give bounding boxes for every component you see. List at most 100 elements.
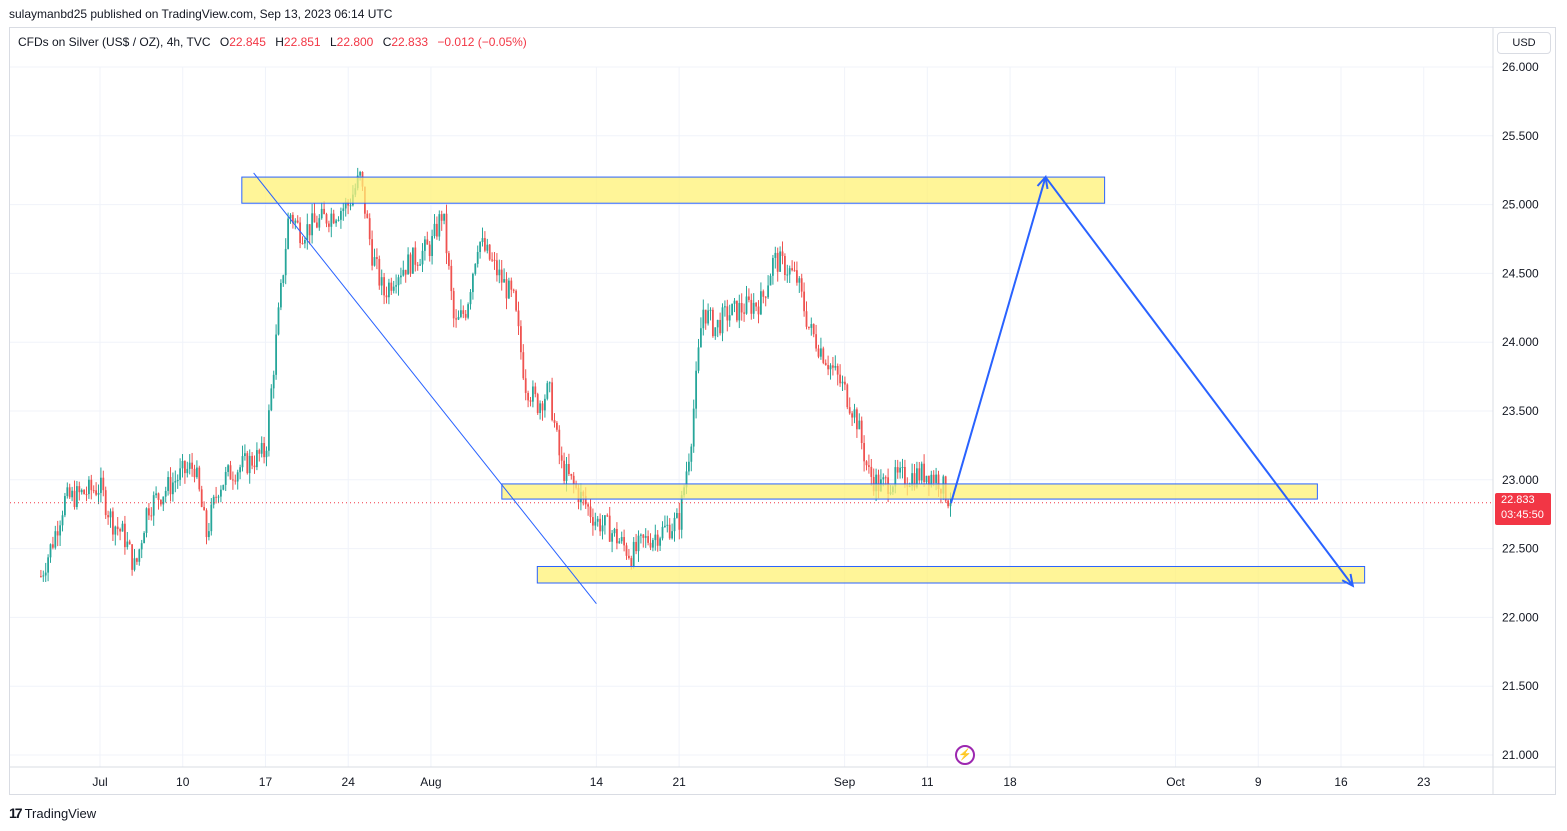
y-tick-label: 22.500 bbox=[1502, 542, 1539, 556]
candle-body bbox=[378, 258, 381, 286]
candle-body bbox=[268, 410, 270, 451]
candle-body bbox=[913, 473, 916, 488]
candle-body bbox=[692, 408, 695, 447]
candle-body bbox=[632, 541, 635, 567]
candle-body bbox=[251, 455, 254, 466]
candle-body bbox=[565, 464, 568, 481]
candle-body bbox=[455, 318, 458, 320]
candle-body bbox=[748, 296, 750, 300]
candle-body bbox=[714, 327, 717, 337]
candle-body bbox=[536, 394, 539, 413]
candle-body bbox=[690, 446, 693, 462]
candle-body bbox=[287, 218, 290, 249]
candle-body bbox=[844, 381, 846, 385]
close-value: 22.833 bbox=[391, 35, 429, 49]
candle-body bbox=[205, 510, 208, 538]
candle-body bbox=[342, 208, 345, 212]
candle-body bbox=[858, 420, 861, 430]
candle-body bbox=[383, 277, 386, 296]
candle-body bbox=[563, 460, 566, 481]
y-tick-label: 24.500 bbox=[1502, 266, 1539, 280]
candle-body bbox=[755, 302, 758, 307]
candle-body bbox=[923, 463, 926, 483]
candle-body bbox=[716, 319, 719, 328]
candle-body bbox=[817, 348, 820, 357]
candle-body bbox=[179, 468, 182, 480]
candle-body bbox=[397, 277, 400, 286]
candle-body bbox=[438, 214, 441, 237]
candle-body bbox=[311, 213, 314, 236]
candle-body bbox=[97, 492, 100, 495]
candle-body bbox=[150, 515, 153, 517]
candle-body bbox=[236, 472, 239, 482]
candle-body bbox=[642, 534, 645, 538]
candle-body bbox=[949, 502, 952, 507]
candle-body bbox=[779, 251, 782, 272]
zones-layer bbox=[241, 176, 1366, 584]
x-tick-label: 16 bbox=[1334, 775, 1348, 789]
candle-body bbox=[764, 296, 767, 298]
candle-body bbox=[899, 467, 902, 473]
candle-body bbox=[184, 461, 186, 474]
candle-body bbox=[916, 468, 918, 488]
projection-arrow-head bbox=[1341, 573, 1355, 588]
candle-body bbox=[937, 474, 940, 490]
candle-body bbox=[282, 275, 285, 284]
x-tick-label: Oct bbox=[1166, 775, 1185, 789]
tradingview-logo-icon: 17 bbox=[9, 805, 23, 821]
x-tick-label: Sep bbox=[834, 775, 856, 789]
candle-body bbox=[462, 310, 465, 314]
candle-body bbox=[68, 487, 71, 498]
candle-body bbox=[500, 269, 503, 283]
candle-body bbox=[904, 466, 906, 485]
currency-button[interactable]: USD bbox=[1497, 32, 1551, 54]
sr-zone bbox=[501, 483, 1318, 500]
candle-body bbox=[784, 255, 786, 276]
candle-body bbox=[174, 481, 177, 483]
candle-body bbox=[587, 504, 590, 507]
symbol-legend: CFDs on Silver (US$ / OZ), 4h, TVC O22.8… bbox=[18, 35, 527, 49]
candle-body bbox=[707, 310, 710, 324]
candle-body bbox=[476, 251, 479, 264]
candle-body bbox=[212, 496, 215, 505]
candle-body bbox=[126, 541, 129, 548]
candle-body bbox=[776, 252, 779, 272]
candle-body bbox=[227, 465, 230, 472]
candle-body bbox=[229, 465, 232, 480]
lightning-icon[interactable]: ⚡ bbox=[955, 745, 975, 765]
candle-body bbox=[896, 467, 899, 473]
candle-body bbox=[539, 403, 542, 413]
candle-body bbox=[332, 213, 335, 224]
candle-body bbox=[450, 265, 453, 292]
candle-body bbox=[460, 310, 462, 317]
candle-body bbox=[371, 239, 374, 266]
candle-body bbox=[860, 420, 863, 444]
candle-body bbox=[752, 302, 755, 314]
candle-body bbox=[335, 220, 338, 224]
candle-body bbox=[265, 450, 268, 458]
candle-body bbox=[875, 474, 878, 492]
candle-body bbox=[505, 279, 508, 299]
candle-body bbox=[88, 479, 90, 495]
candle-body bbox=[440, 214, 443, 221]
candle-body bbox=[901, 466, 904, 468]
candle-body bbox=[366, 213, 369, 219]
candle-body bbox=[248, 455, 251, 474]
candle-body bbox=[140, 543, 143, 550]
candle-body bbox=[167, 477, 170, 491]
candle-body bbox=[481, 238, 484, 243]
tradingview-brand[interactable]: 17 TradingView bbox=[9, 805, 96, 821]
candle-body bbox=[508, 280, 510, 299]
candle-body bbox=[138, 549, 141, 562]
candle-body bbox=[546, 383, 549, 399]
candle-body bbox=[316, 222, 318, 228]
candle-body bbox=[760, 291, 762, 315]
candle-body bbox=[541, 403, 544, 411]
candle-body bbox=[224, 471, 227, 485]
candle-body bbox=[488, 244, 491, 260]
candle-body bbox=[385, 295, 388, 298]
candle-body bbox=[630, 558, 633, 567]
candle-body bbox=[234, 480, 237, 482]
y-tick-label: 21.500 bbox=[1502, 679, 1539, 693]
